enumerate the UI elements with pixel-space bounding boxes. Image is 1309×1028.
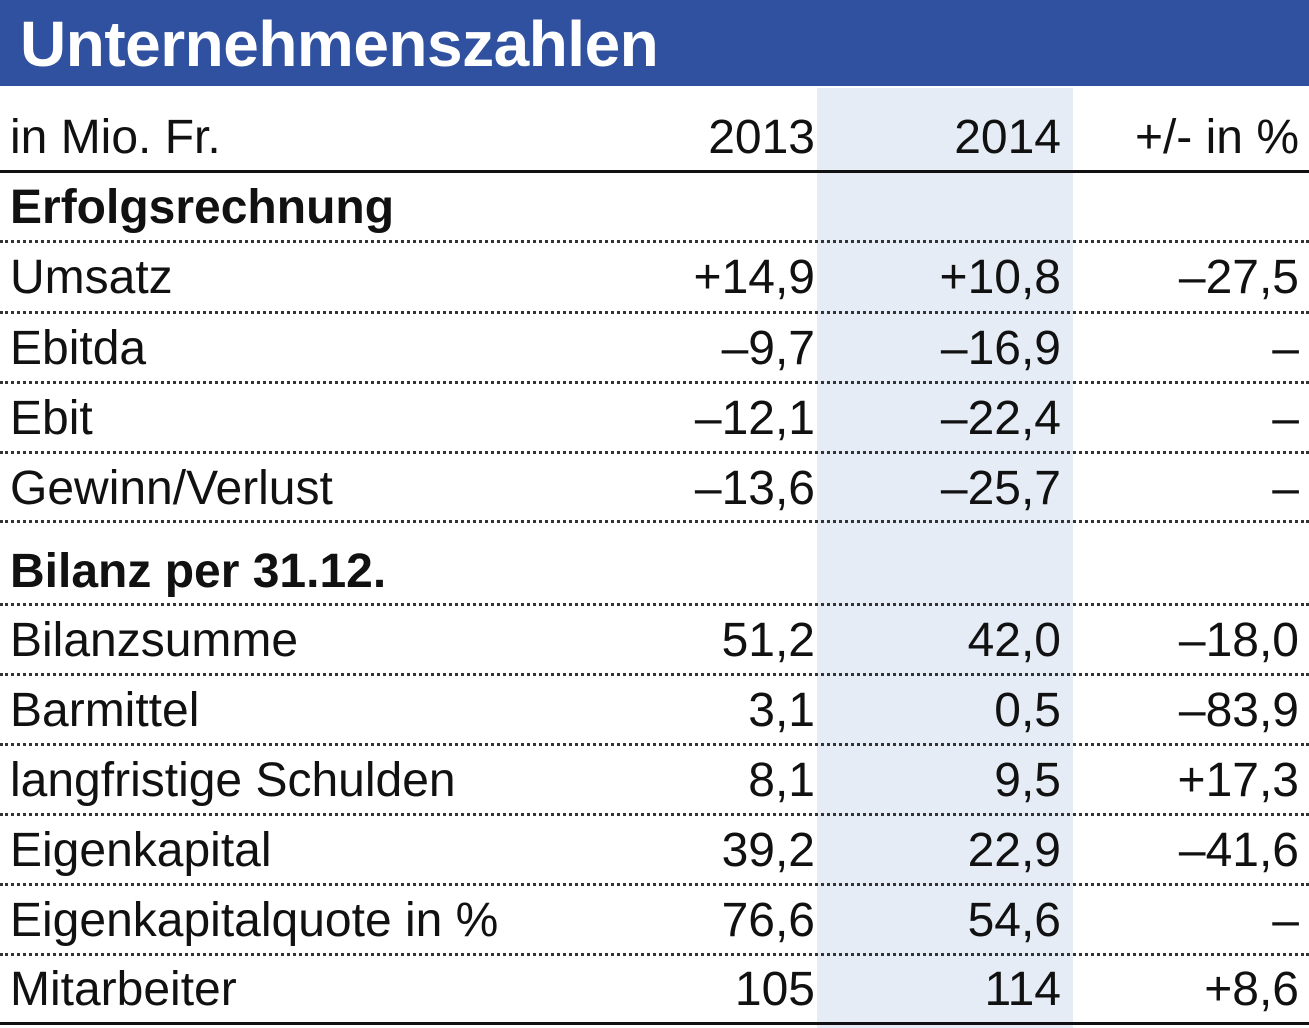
section-header-row: Erfolgsrechnung — [0, 172, 1309, 242]
row-divider — [0, 743, 1309, 746]
header-change-percent: +/- in % — [1134, 110, 1299, 164]
value-change: –27,5 — [1178, 250, 1299, 304]
table-row: Bilanzsumme 51,2 42,0 –18,0 — [0, 605, 1309, 675]
value-2014: 114 — [984, 962, 1061, 1016]
header-rule — [0, 170, 1309, 173]
value-change: +8,6 — [1204, 962, 1299, 1016]
value-2013: 51,2 — [721, 613, 815, 667]
table-row: Barmittel 3,1 0,5 –83,9 — [0, 675, 1309, 745]
value-2014: +10,8 — [939, 250, 1061, 304]
row-label: Gewinn/Verlust — [10, 461, 333, 515]
row-label: Eigenkapitalquote in % — [10, 893, 499, 947]
row-divider — [0, 311, 1309, 314]
row-divider — [0, 381, 1309, 384]
value-2013: 76,6 — [721, 893, 815, 947]
value-2013: +14,9 — [693, 250, 815, 304]
value-2014: –16,9 — [940, 321, 1061, 375]
row-label: Bilanzsumme — [10, 613, 299, 667]
row-label: Eigenkapital — [10, 823, 272, 877]
row-divider — [0, 883, 1309, 886]
value-2013: –12,1 — [694, 391, 815, 445]
table-title: Unternehmenszahlen — [20, 8, 659, 80]
row-label: langfristige Schulden — [10, 753, 456, 807]
table-row: Eigenkapitalquote in % 76,6 54,6 – — [0, 885, 1309, 955]
value-change: – — [1272, 391, 1299, 445]
value-change: –18,0 — [1178, 613, 1299, 667]
value-change: –83,9 — [1178, 683, 1299, 737]
value-2014: 0,5 — [994, 683, 1061, 737]
row-label: Mitarbeiter — [10, 962, 237, 1016]
table-row: Gewinn/Verlust –13,6 –25,7 – — [0, 453, 1309, 523]
header-year-2013: 2013 — [708, 110, 815, 164]
value-2014: 54,6 — [967, 893, 1061, 947]
value-2013: 39,2 — [721, 823, 815, 877]
value-2013: 105 — [734, 962, 815, 1016]
table-row: Mitarbeiter 105 114 +8,6 — [0, 955, 1309, 1023]
table-row: Eigenkapital 39,2 22,9 –41,6 — [0, 815, 1309, 885]
row-divider — [0, 953, 1309, 956]
row-label: Ebitda — [10, 321, 147, 375]
value-2013: –9,7 — [721, 321, 815, 375]
value-2014: 22,9 — [967, 823, 1061, 877]
row-divider — [0, 813, 1309, 816]
table-row: Ebit –12,1 –22,4 – — [0, 383, 1309, 453]
row-divider — [0, 240, 1309, 243]
section-divider — [0, 520, 1309, 523]
value-change: – — [1272, 321, 1299, 375]
value-2013: 8,1 — [748, 753, 815, 807]
value-change: +17,3 — [1177, 753, 1299, 807]
value-2014: –22,4 — [940, 391, 1061, 445]
bottom-rule — [0, 1022, 1309, 1025]
value-2014: 9,5 — [994, 753, 1061, 807]
title-bar: Unternehmenszahlen — [0, 0, 1309, 86]
row-divider — [0, 673, 1309, 676]
value-2013: 3,1 — [748, 683, 815, 737]
row-label: Umsatz — [10, 250, 173, 304]
row-label: Ebit — [10, 391, 93, 445]
value-2013: –13,6 — [694, 461, 815, 515]
table-row: Ebitda –9,7 –16,9 – — [0, 313, 1309, 383]
header-row: in Mio. Fr. 2013 2014 +/- in % — [0, 100, 1309, 174]
value-change: –41,6 — [1178, 823, 1299, 877]
value-change: – — [1272, 461, 1299, 515]
row-divider — [0, 451, 1309, 454]
header-year-2014: 2014 — [954, 110, 1061, 164]
row-label: Barmittel — [10, 683, 200, 737]
highlight-column-2014 — [817, 88, 1073, 1028]
value-change: – — [1272, 893, 1299, 947]
section-title-erfolgsrechnung: Erfolgsrechnung — [10, 180, 395, 234]
row-divider — [0, 603, 1309, 606]
value-2014: –25,7 — [940, 461, 1061, 515]
value-2014: 42,0 — [967, 613, 1061, 667]
table-row: langfristige Schulden 8,1 9,5 +17,3 — [0, 745, 1309, 815]
section-header-row: Bilanz per 31.12. — [0, 536, 1309, 606]
section-title-bilanz: Bilanz per 31.12. — [10, 544, 387, 598]
header-unit-label: in Mio. Fr. — [10, 110, 221, 164]
table-row: Umsatz +14,9 +10,8 –27,5 — [0, 242, 1309, 312]
